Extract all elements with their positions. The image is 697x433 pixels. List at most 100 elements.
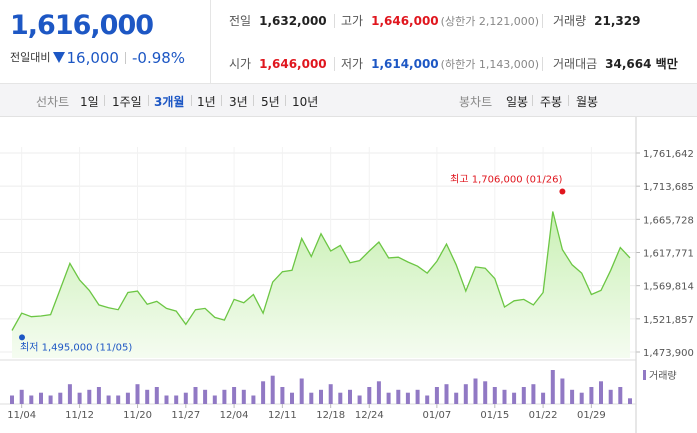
volume-bar (541, 392, 546, 404)
divider (253, 95, 254, 106)
x-tick-label: 12/24 (355, 410, 384, 421)
y-tick-label: 1,665,728 (643, 215, 694, 226)
volume-bar (618, 387, 623, 404)
volume-bar (444, 384, 449, 404)
volume-bar (550, 370, 555, 404)
stat-value: 21,329 (594, 14, 641, 28)
volume-bar (319, 389, 323, 404)
volume-bar (241, 389, 246, 404)
x-tick-label: 11/20 (123, 410, 152, 421)
tab-3y[interactable]: 3년 (229, 95, 248, 109)
volume-bar (570, 389, 575, 404)
volume-bar (560, 378, 565, 404)
tab-daily-candle[interactable]: 일봉 (506, 95, 529, 109)
tab-1y[interactable]: 1년 (197, 95, 216, 109)
volume-bar (348, 389, 352, 404)
volume-bar (299, 378, 304, 404)
upper-limit: (상한가 2,121,000) (440, 15, 540, 28)
volume-bar (48, 395, 53, 404)
min-label: 최저 1,495,000 (11/05) (20, 341, 132, 353)
volume-bar (212, 395, 217, 404)
volume-bar (19, 389, 24, 404)
volume-bar (628, 398, 632, 404)
price-summary: 1,616,000 전일대비 16,000 -0.98% (0, 0, 211, 84)
stat-trade-amount: 거래대금 34,664 백만 (553, 55, 678, 72)
divider (532, 95, 533, 106)
volume-bar (290, 392, 294, 404)
volume-bar (280, 387, 285, 404)
volume-bar (174, 395, 179, 404)
volume-bar (589, 387, 594, 404)
tab-5y[interactable]: 5년 (261, 95, 280, 109)
x-tick-label: 11/12 (65, 410, 94, 421)
volume-bar (328, 384, 333, 404)
volume-bar (502, 389, 507, 404)
divider (334, 57, 335, 71)
volume-bar (222, 389, 227, 404)
stat-high: 고가 1,646,000 (상한가 2,121,000) (341, 12, 539, 29)
divider (148, 95, 149, 106)
volume-bar (463, 384, 468, 404)
stat-label: 저가 (341, 57, 364, 71)
volume-bar (579, 392, 584, 404)
volume-bar (531, 384, 536, 404)
volume-bar (67, 384, 72, 404)
tab-10y[interactable]: 10년 (292, 95, 319, 109)
lower-limit: (하한가 1,143,000) (440, 58, 540, 71)
volume-bar (367, 387, 372, 404)
down-triangle-icon (53, 52, 66, 63)
volume-bar (87, 389, 92, 404)
volume-bar (434, 387, 439, 404)
y-tick-label: 1,521,857 (643, 315, 694, 326)
line-chart-label: 선차트 (36, 95, 70, 109)
volume-legend-swatch (643, 370, 646, 380)
change-amount: 16,000 (66, 49, 119, 67)
stat-label: 거래량 (553, 14, 587, 28)
tab-3m[interactable]: 3개월 (154, 95, 185, 109)
volume-bar (145, 389, 150, 404)
divider (191, 95, 192, 106)
tab-monthly-candle[interactable]: 월봉 (576, 95, 599, 109)
volume-bar (473, 378, 478, 404)
volume-bar (338, 392, 343, 404)
y-tick-label: 1,761,642 (643, 149, 694, 160)
volume-bar (415, 389, 420, 404)
tab-1w[interactable]: 1주일 (112, 95, 142, 109)
stat-value: 1,646,000 (259, 57, 327, 71)
y-tick-label: 1,473,900 (643, 348, 694, 359)
stat-volume: 거래량 21,329 (553, 12, 640, 29)
stat-value: 1,632,000 (259, 14, 327, 28)
volume-bar (154, 387, 159, 404)
min-marker (19, 334, 25, 341)
volume-bar (203, 389, 208, 404)
volume-bar (386, 392, 391, 404)
tab-weekly-candle[interactable]: 주봉 (540, 95, 563, 109)
volume-bar (425, 395, 430, 404)
volume-bar (454, 392, 459, 404)
stat-label: 전일 (229, 14, 252, 28)
change-label: 전일대비 (10, 51, 51, 64)
stat-label: 고가 (341, 14, 364, 28)
volume-bar (39, 392, 43, 404)
y-tick-label: 1,569,814 (643, 282, 694, 293)
volume-bar (492, 387, 497, 404)
max-marker (559, 188, 566, 195)
chart-tab-bar: 선차트 1일 1주일 3개월 1년 3년 5년 10년 봉차트 일봉 주봉 월봉 (0, 84, 697, 117)
volume-bar (164, 395, 169, 404)
volume-bar (405, 392, 410, 404)
stat-open: 시가 1,646,000 (229, 55, 327, 72)
volume-bar (376, 381, 381, 404)
volume-bar (396, 389, 401, 404)
volume-bar (483, 381, 488, 404)
price-change: 전일대비 16,000 -0.98% (10, 49, 185, 67)
volume-bar (251, 395, 256, 404)
volume-bar (106, 395, 111, 404)
volume-bar (96, 387, 101, 404)
divider (542, 57, 543, 71)
divider (542, 14, 543, 28)
price-line (11, 211, 631, 331)
volume-bar (309, 392, 314, 404)
tab-1d[interactable]: 1일 (80, 95, 99, 109)
divider (568, 95, 569, 106)
volume-bar (599, 381, 603, 404)
